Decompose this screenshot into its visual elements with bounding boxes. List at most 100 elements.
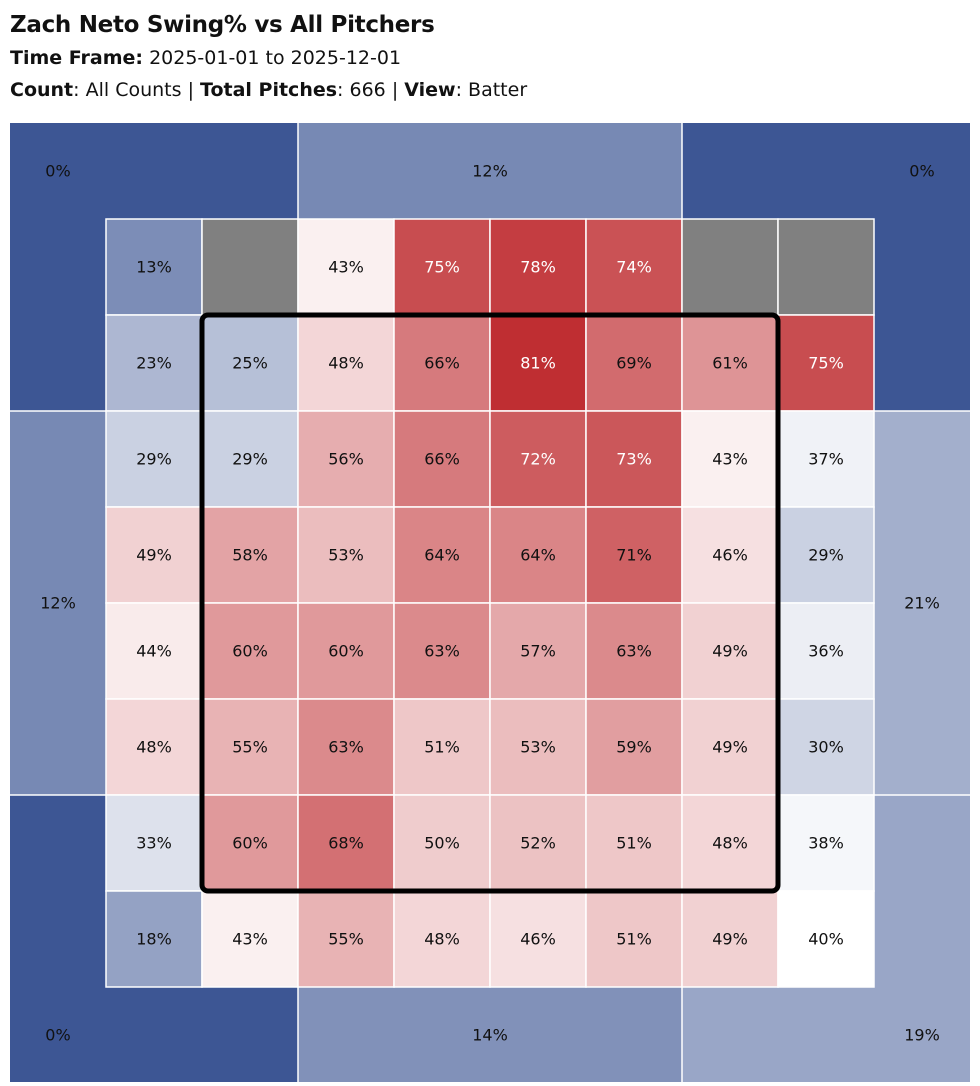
zone-label-middle-left: 12%: [40, 594, 76, 613]
heatmap-cell: [585, 314, 683, 412]
cell-value-label: 49%: [712, 930, 748, 949]
cell-value-label: 50%: [424, 834, 460, 853]
cell-value-label: 63%: [424, 642, 460, 661]
cell-value-label: 46%: [712, 546, 748, 565]
zone-bottom-left: [10, 795, 106, 987]
zone-top-left: [10, 219, 106, 411]
heatmap-cell: [201, 218, 299, 316]
heatmap-cell: [777, 698, 875, 796]
separator: |: [391, 79, 399, 101]
cell-value-label: 46%: [520, 930, 556, 949]
heatmap-cell: [105, 218, 203, 316]
chart-title: Zach Neto Swing% vs All Pitchers: [10, 12, 435, 38]
cell-value-label: 64%: [424, 546, 460, 565]
time-frame-value: 2025-01-01 to 2025-12-01: [149, 47, 402, 69]
heatmap-cell: [393, 794, 491, 892]
heatmap-cell: [681, 890, 779, 988]
heatmap-cell: [585, 794, 683, 892]
cell-value-label: 48%: [424, 930, 460, 949]
separator: |: [187, 79, 194, 101]
cell-value-label: 55%: [328, 930, 364, 949]
cell-value-label: 36%: [808, 642, 844, 661]
cell-value-label: 66%: [424, 354, 460, 373]
zone-label-bottom-right: 19%: [904, 1026, 940, 1045]
time-frame-label: Time Frame:: [10, 47, 144, 69]
cell-value-label: 61%: [712, 354, 748, 373]
heatmap-cell: [105, 890, 203, 988]
cell-value-label: 29%: [136, 450, 172, 469]
count-line: Count: All Counts | Total Pitches: 666 |…: [10, 79, 528, 101]
heatmap-cell: [681, 410, 779, 508]
heatmap-cell: [201, 698, 299, 796]
cell-value-label: 37%: [808, 450, 844, 469]
heatmap-cell: [585, 218, 683, 316]
cell-value-label: 81%: [520, 354, 556, 373]
heatmap-cell: [585, 602, 683, 700]
heatmap-cell: [105, 698, 203, 796]
cell-value-label: 43%: [232, 930, 268, 949]
heatmap-cell: [105, 314, 203, 412]
heatmap-cell: [585, 506, 683, 604]
cell-value-label: 38%: [808, 834, 844, 853]
zone-top-left: [10, 123, 298, 219]
cell-value-label: 78%: [520, 258, 556, 277]
cell-value-label: 63%: [328, 738, 364, 757]
cell-value-label: 53%: [328, 546, 364, 565]
zone-label-bottom-left: 0%: [45, 1026, 70, 1045]
heatmap-cell: [489, 890, 587, 988]
cell-value-label: 57%: [520, 642, 556, 661]
heatmap-cell: [297, 890, 395, 988]
cell-value-label: 68%: [328, 834, 364, 853]
cell-value-label: 43%: [328, 258, 364, 277]
heatmap-cell: [489, 218, 587, 316]
heatmap-cell: [681, 506, 779, 604]
heatmap-cell: [585, 698, 683, 796]
heatmap-cell: [201, 314, 299, 412]
heatmap-cell: [105, 602, 203, 700]
zone-label-top-right: 0%: [909, 162, 934, 181]
cell-value-label: 33%: [136, 834, 172, 853]
heatmap-cell: [777, 602, 875, 700]
zone-bottom-right: [682, 987, 970, 1082]
heatmap-cell: [777, 794, 875, 892]
zone-label-bottom-center: 14%: [472, 1026, 508, 1045]
zone-bottom-right: [874, 795, 970, 987]
cell-value-label: 60%: [232, 642, 268, 661]
cell-value-label: 48%: [712, 834, 748, 853]
zone-top-center: [298, 123, 682, 219]
heatmap-cell: [489, 410, 587, 508]
zone-top-right: [682, 123, 970, 219]
heatmap-cell: [297, 506, 395, 604]
heatmap-cell: [489, 698, 587, 796]
cell-value-label: 56%: [328, 450, 364, 469]
cell-value-label: 30%: [808, 738, 844, 757]
cell-value-label: 49%: [712, 738, 748, 757]
cell-value-label: 51%: [616, 930, 652, 949]
heatmap-cell: [105, 410, 203, 508]
total-pitches-label: Total Pitches: [200, 79, 338, 101]
cell-value-label: 58%: [232, 546, 268, 565]
cell-value-label: 60%: [328, 642, 364, 661]
heatmap-cell: [201, 794, 299, 892]
cell-value-label: 23%: [136, 354, 172, 373]
cell-value-label: 74%: [616, 258, 652, 277]
cell-value-label: 64%: [520, 546, 556, 565]
cell-value-label: 75%: [808, 354, 844, 373]
heatmap-cell: [393, 602, 491, 700]
heatmap-cell: [777, 314, 875, 412]
cell-value-label: 75%: [424, 258, 460, 277]
heatmap-cell: [777, 218, 875, 316]
count-value: All Counts: [85, 79, 182, 101]
heatmap-cell: [297, 602, 395, 700]
cell-value-label: 53%: [520, 738, 556, 757]
heatmap-cell: [393, 218, 491, 316]
cell-value-label: 29%: [232, 450, 268, 469]
cell-value-label: 60%: [232, 834, 268, 853]
zone-middle-right: [874, 411, 970, 795]
cell-value-label: 71%: [616, 546, 652, 565]
total-pitches-value: 666: [349, 79, 386, 101]
heatmap-cell: [297, 698, 395, 796]
cell-value-label: 48%: [136, 738, 172, 757]
cell-value-label: 69%: [616, 354, 652, 373]
